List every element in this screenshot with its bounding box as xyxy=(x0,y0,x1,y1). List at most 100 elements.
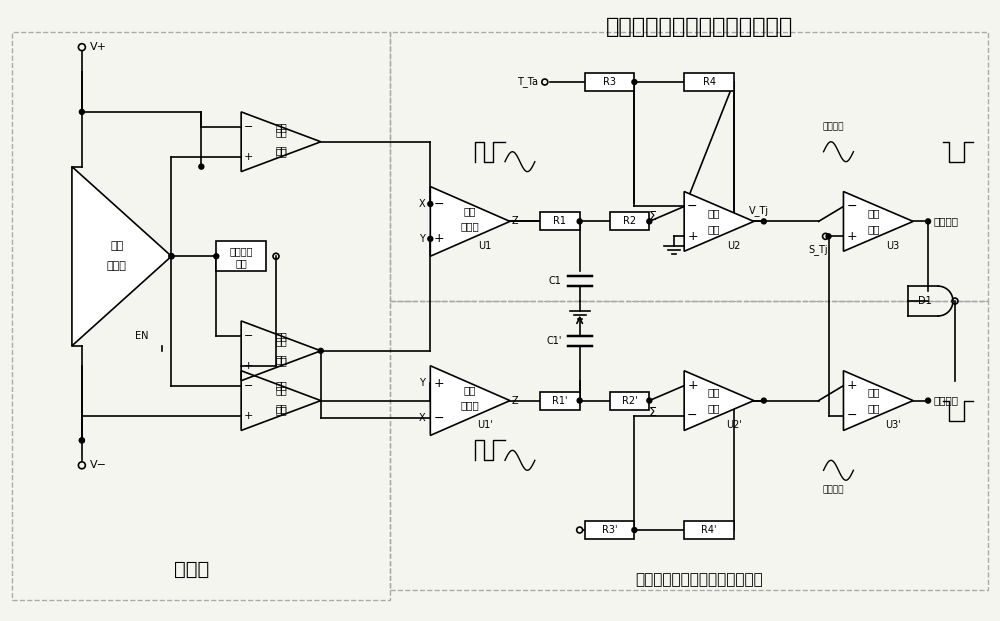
Circle shape xyxy=(926,219,931,224)
Text: 差分: 差分 xyxy=(275,356,287,366)
Text: −: − xyxy=(846,409,857,422)
Text: +: + xyxy=(687,230,698,243)
Polygon shape xyxy=(430,186,510,256)
Circle shape xyxy=(826,234,831,239)
Text: EN: EN xyxy=(135,331,148,341)
Bar xyxy=(610,392,649,410)
Text: U3': U3' xyxy=(885,420,901,430)
Bar xyxy=(540,392,580,410)
Text: −: − xyxy=(244,381,254,391)
Text: C1': C1' xyxy=(546,336,562,346)
Text: 功率器件结温仿真电路（负压）: 功率器件结温仿真电路（负压） xyxy=(635,573,763,587)
Bar xyxy=(585,73,634,91)
Text: X: X xyxy=(419,199,425,209)
Text: 电压: 电压 xyxy=(275,386,287,396)
Circle shape xyxy=(577,219,582,224)
Text: R1: R1 xyxy=(553,216,566,227)
Text: 电阻: 电阻 xyxy=(235,258,247,268)
Text: 差分: 差分 xyxy=(275,404,287,414)
Text: +: + xyxy=(433,377,444,389)
Text: V_Tj: V_Tj xyxy=(749,206,769,217)
Text: 结温: 结温 xyxy=(867,209,880,219)
Text: T_Ta: T_Ta xyxy=(517,76,538,88)
Text: 比较: 比较 xyxy=(867,404,880,414)
Bar xyxy=(12,32,390,600)
Text: +: + xyxy=(687,379,698,392)
Text: Y: Y xyxy=(419,234,425,244)
Bar xyxy=(390,301,988,590)
Circle shape xyxy=(647,398,652,403)
Text: Σ: Σ xyxy=(648,406,656,419)
Text: 功率: 功率 xyxy=(110,242,123,252)
Text: 电压: 电压 xyxy=(275,127,287,137)
Text: 功率级: 功率级 xyxy=(174,560,209,579)
Text: S_Tj: S_Tj xyxy=(809,244,828,255)
Text: 电流: 电流 xyxy=(275,336,287,346)
Text: C1: C1 xyxy=(549,276,562,286)
Bar xyxy=(540,212,580,230)
Circle shape xyxy=(199,164,204,169)
Polygon shape xyxy=(72,166,171,346)
Text: −: − xyxy=(433,412,444,425)
Text: R3': R3' xyxy=(602,525,617,535)
Text: +: + xyxy=(846,379,857,392)
Text: −: − xyxy=(244,331,254,341)
Bar xyxy=(684,521,734,539)
Circle shape xyxy=(428,201,433,206)
Text: 结温比较: 结温比较 xyxy=(823,123,844,132)
Text: R1': R1' xyxy=(552,396,567,406)
Text: U3: U3 xyxy=(887,242,900,252)
Text: U2': U2' xyxy=(726,420,742,430)
Circle shape xyxy=(647,219,652,224)
Text: +: + xyxy=(846,230,857,243)
Text: V+: V+ xyxy=(90,42,107,52)
Text: U1: U1 xyxy=(478,242,492,252)
Bar xyxy=(610,212,649,230)
Text: 功率器件结温仿真电路（正压）: 功率器件结温仿真电路（正压） xyxy=(605,17,793,37)
Text: R4: R4 xyxy=(703,77,716,87)
Text: 差分: 差分 xyxy=(275,406,287,415)
Text: Z: Z xyxy=(512,396,519,406)
Text: 差分: 差分 xyxy=(275,147,287,156)
Text: 电流采样: 电流采样 xyxy=(229,247,253,256)
Circle shape xyxy=(79,109,84,114)
Text: +: + xyxy=(433,232,444,245)
Text: −: − xyxy=(433,197,444,211)
Polygon shape xyxy=(684,371,754,430)
Text: 差分: 差分 xyxy=(275,145,287,155)
Text: V−: V− xyxy=(90,460,107,470)
Polygon shape xyxy=(430,366,510,435)
Text: 结温: 结温 xyxy=(708,388,720,397)
Text: 放大器: 放大器 xyxy=(107,261,127,271)
Text: 乘法器: 乘法器 xyxy=(461,221,480,232)
Circle shape xyxy=(761,398,766,403)
Text: 模拟: 模拟 xyxy=(464,386,476,396)
Circle shape xyxy=(79,438,84,443)
Text: 模拟: 模拟 xyxy=(464,206,476,217)
Circle shape xyxy=(761,219,766,224)
Text: −: − xyxy=(687,409,698,422)
Text: 结温报警: 结温报警 xyxy=(933,216,958,227)
Text: 结温: 结温 xyxy=(708,209,720,219)
Text: 比较: 比较 xyxy=(867,224,880,234)
Text: R3: R3 xyxy=(603,77,616,87)
Text: 结温比较: 结温比较 xyxy=(823,485,844,494)
Bar xyxy=(585,521,634,539)
Bar xyxy=(684,73,734,91)
Polygon shape xyxy=(684,191,754,252)
Text: 结温: 结温 xyxy=(867,388,880,397)
Circle shape xyxy=(169,254,174,259)
Text: R2: R2 xyxy=(623,216,636,227)
Circle shape xyxy=(428,237,433,242)
Circle shape xyxy=(632,79,637,84)
Text: +: + xyxy=(244,410,254,420)
Circle shape xyxy=(577,398,582,403)
Text: 测试: 测试 xyxy=(708,224,720,234)
Text: 差分: 差分 xyxy=(275,354,287,364)
Text: D1: D1 xyxy=(918,296,932,306)
Circle shape xyxy=(318,348,323,353)
Text: 结温报警: 结温报警 xyxy=(933,396,958,406)
Text: Σ: Σ xyxy=(648,210,656,223)
Bar xyxy=(216,242,266,271)
Text: 乘法器: 乘法器 xyxy=(461,401,480,410)
